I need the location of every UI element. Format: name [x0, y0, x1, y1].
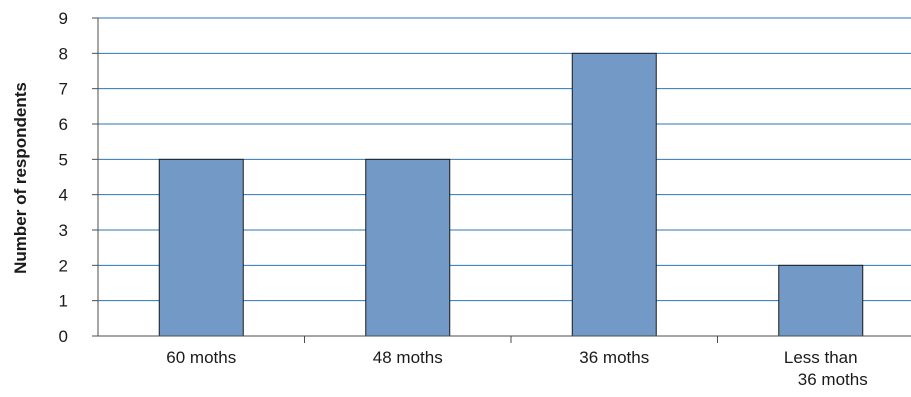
x-category-label-0: 60 moths	[166, 348, 236, 367]
bar-2	[571, 52, 657, 337]
y-tick-label-0: 0	[59, 327, 68, 346]
y-tick-label-5: 5	[59, 150, 68, 169]
y-tick-label-2: 2	[59, 256, 68, 275]
bar-0	[158, 158, 244, 337]
y-tick-label-3: 3	[59, 221, 68, 240]
bars	[158, 52, 864, 337]
y-axis-title: Number of respondents	[11, 82, 30, 274]
y-tick-label-9: 9	[59, 9, 68, 28]
x-category-label-2: 36 moths	[579, 348, 649, 367]
axes	[92, 17, 911, 343]
bar-3	[778, 264, 864, 337]
x-category-label-1: 48 moths	[373, 348, 443, 367]
x-category-labels: 60 moths 48 moths 36 moths Less than 36 moth…	[166, 348, 867, 389]
y-tick-label-8: 8	[59, 44, 68, 63]
y-tick-label-4: 4	[59, 186, 68, 205]
y-tick-label-7: 7	[59, 80, 68, 99]
y-tick-labels: 0 1 2 3 4 5 6 7 8 9	[59, 9, 68, 346]
x-category-label-3: Less than 36 moths	[784, 348, 868, 389]
bar-1	[365, 158, 451, 337]
y-tick-label-1: 1	[59, 292, 68, 311]
y-tick-label-6: 6	[59, 115, 68, 134]
